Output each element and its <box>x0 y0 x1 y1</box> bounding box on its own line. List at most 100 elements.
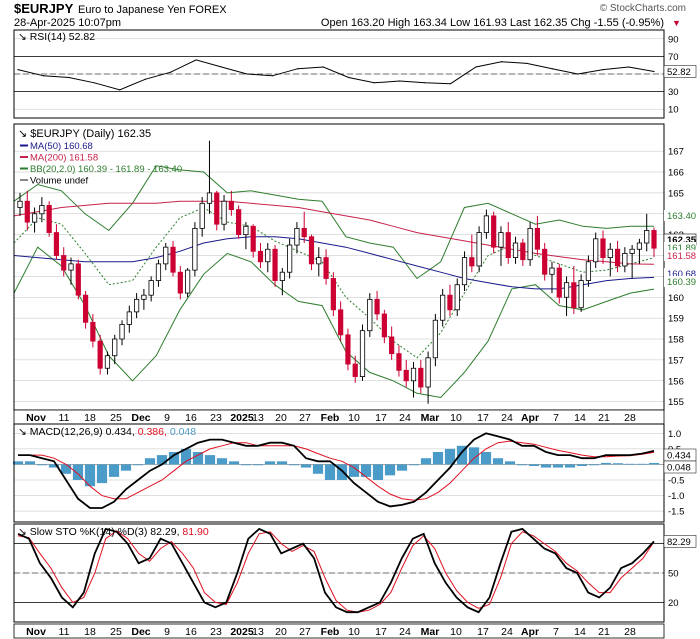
macd-panel: 1.00.50.0-0.5-1.0-1.5↘ MACD(12,26,9) 0.4… <box>12 423 697 523</box>
candle <box>454 278 460 317</box>
macd-histogram-bar <box>540 464 552 468</box>
rsi-point <box>17 69 19 71</box>
macd-legend-hist: 0.048 <box>170 426 196 438</box>
candle <box>410 361 417 398</box>
macd-histogram-bar <box>636 463 648 465</box>
candle <box>367 293 373 337</box>
candle-body <box>272 248 278 281</box>
candle-body <box>330 278 336 311</box>
macd-histogram-bar <box>264 461 276 465</box>
macd-histogram-bar <box>84 464 96 487</box>
y-tick-label: 70 <box>668 52 679 63</box>
candle <box>294 222 300 254</box>
candle <box>133 293 140 319</box>
candle-body <box>585 261 592 281</box>
x-day-label: 23 <box>210 626 222 638</box>
y-tick-label: 160 <box>668 293 684 304</box>
candle-body <box>527 227 533 261</box>
rsi-point <box>602 69 604 71</box>
candle-body <box>287 244 293 273</box>
price-legend-entry: MA(200) 161.58 <box>30 153 98 164</box>
candle <box>483 209 489 239</box>
macd-histogram-bar <box>492 458 504 465</box>
y-tick-label: 10 <box>668 105 679 116</box>
candle <box>389 326 395 360</box>
candle-body <box>432 319 438 359</box>
candle <box>97 334 103 375</box>
candle-body <box>323 257 329 279</box>
candle <box>214 190 220 231</box>
macd-histogram-bar <box>204 455 216 465</box>
candle <box>418 359 424 394</box>
candle <box>185 268 191 298</box>
macd-histogram-bar <box>276 461 288 465</box>
candle <box>593 232 599 269</box>
y-tick-label: 159 <box>668 314 684 325</box>
candle <box>614 240 621 273</box>
candle <box>155 259 162 287</box>
candle <box>527 222 533 266</box>
x-month-label: Nov <box>26 626 46 638</box>
candle-body <box>483 215 489 233</box>
macd-histogram-bar <box>324 464 336 480</box>
candle-body <box>352 363 358 377</box>
candle-body <box>31 213 38 223</box>
candle-body <box>68 263 74 271</box>
macd-histogram-bar <box>132 464 144 466</box>
candle <box>556 263 562 304</box>
candle-body <box>359 330 366 377</box>
candle <box>199 197 205 237</box>
price-title: ↘ $EURJPY (Daily) 162.35 <box>18 128 151 140</box>
macd-histogram-bar <box>360 464 372 477</box>
candle <box>396 345 402 377</box>
candle-body <box>141 294 147 300</box>
macd-histogram-bar <box>312 464 324 474</box>
x-month-label: Apr <box>521 412 539 424</box>
candle-body <box>374 298 380 315</box>
candle-body <box>461 257 468 286</box>
candle <box>607 242 613 277</box>
candle <box>585 255 592 287</box>
x-day-label: 25 <box>110 626 122 638</box>
candle <box>629 245 635 279</box>
candle <box>279 268 285 296</box>
x-month-label: Nov <box>26 412 46 424</box>
candle-body <box>53 232 60 256</box>
candle <box>432 313 438 367</box>
candle-body <box>491 215 497 248</box>
price-tag-box <box>664 268 696 279</box>
macd-histogram-bar <box>120 464 132 471</box>
rsi-point <box>144 78 146 80</box>
candle-body <box>505 232 511 259</box>
x-month-label: Feb <box>321 626 340 638</box>
y-tick-label: 157 <box>668 355 684 366</box>
candle-body <box>199 202 205 229</box>
candle <box>287 238 293 279</box>
macd-histogram-bar <box>624 463 636 465</box>
macd-histogram-bar <box>72 464 84 480</box>
rsi-point <box>627 66 630 68</box>
candle-body <box>651 230 657 249</box>
macd-histogram-bar <box>168 452 180 465</box>
macd-histogram-bar <box>384 464 396 476</box>
rsi-point <box>119 89 121 91</box>
bb-upper-line <box>13 165 654 280</box>
candle <box>512 236 519 264</box>
macd-histogram-bar <box>180 448 192 465</box>
candle-body <box>265 248 271 263</box>
rsi-legend: ↘ RSI(14) 52.82 <box>18 31 95 43</box>
sto-legend: ↘ Slow STO %K(14) %D(3) 82.29, 81.90 <box>18 526 209 538</box>
candle <box>549 261 555 294</box>
x-day-label: 10 <box>450 626 462 638</box>
candle-body <box>155 263 162 281</box>
candle-body <box>39 205 45 215</box>
x-day-label: 24 <box>399 626 411 638</box>
candle <box>425 351 431 404</box>
candle <box>221 194 227 231</box>
candle-body <box>338 309 344 336</box>
x-day-label: 25 <box>110 412 122 424</box>
rsi-point <box>424 82 426 84</box>
x-month-label: Apr <box>521 626 539 638</box>
